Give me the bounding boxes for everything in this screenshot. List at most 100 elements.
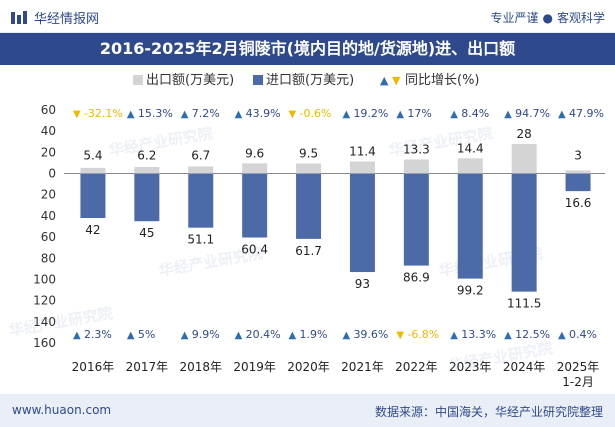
footer-source: 数据来源：中国海关，华经产业研究院整理	[374, 405, 603, 419]
growth-label: 17%	[407, 107, 431, 120]
data-label-export: 5.4	[83, 149, 102, 163]
growth-up-arrow-icon: ▲	[127, 330, 135, 341]
legend-swatch-import	[253, 75, 263, 85]
bar-export	[188, 166, 214, 174]
growth-label: 7.2%	[192, 107, 220, 120]
growth-down-arrow-icon: ▼	[396, 330, 404, 341]
x-tick-label: 2021年	[341, 360, 384, 374]
growth-export: ▲ 15.3%	[127, 107, 173, 120]
growth-up-arrow-icon: ▲	[504, 330, 512, 341]
growth-label: 8.4%	[461, 107, 489, 120]
growth-down-arrow-icon: ▼	[289, 109, 297, 120]
y-tick-label: 40	[41, 124, 56, 138]
growth-label: 1.9%	[300, 328, 328, 341]
growth-up-arrow-icon: ▲	[342, 109, 350, 120]
legend-up-arrow-icon: ▲	[380, 74, 389, 87]
data-label-import: 45	[139, 226, 154, 240]
growth-up-arrow-icon: ▲	[127, 109, 135, 120]
data-label-export: 3	[574, 149, 582, 163]
growth-up-arrow-icon: ▲	[558, 330, 566, 341]
bar-export	[511, 143, 537, 174]
title-bar: 2016-2025年2月铜陵市(境内目的地/货源地)进、出口额	[0, 33, 615, 65]
bar-import	[403, 173, 429, 266]
tagline-right: 客观科学	[556, 11, 605, 25]
data-label-import: 86.9	[403, 271, 430, 285]
bar-import	[80, 173, 106, 219]
bar-export	[349, 161, 375, 174]
bar-import	[242, 173, 268, 238]
bar-export	[403, 159, 429, 174]
x-tick-label: 2022年	[395, 360, 438, 374]
x-tick-label: 2024年	[503, 360, 546, 374]
growth-label: -6.8%	[407, 328, 439, 341]
growth-label: 19.2%	[353, 107, 388, 120]
growth-import: ▲ 1.9%	[289, 328, 328, 341]
bar-export	[457, 158, 483, 174]
growth-up-arrow-icon: ▲	[450, 330, 458, 341]
growth-import: ▲ 5%	[127, 328, 155, 341]
bar-export	[80, 167, 106, 174]
x-axis: 2016年 2017年 2018年 2019年 2020年 2021年 2022年 2023年…	[72, 360, 600, 389]
y-axis: 60 40 20 0 20 40 60 80 100 120 140 160	[33, 103, 605, 350]
y-tick-label: 20	[41, 145, 56, 159]
growth-export: ▲ 47.9%	[558, 107, 604, 120]
growth-import: ▲ 12.5%	[504, 328, 550, 341]
data-label-export: 6.2	[137, 149, 156, 163]
growth-up-arrow-icon: ▲	[450, 109, 458, 120]
legend-item-export: 出口额(万美元)	[133, 73, 234, 88]
y-tick-label: 160	[33, 336, 56, 350]
x-tick-label: 2025年 1-2月	[557, 360, 600, 389]
growth-label: 13.3%	[461, 328, 496, 341]
y-tick-label: 140	[33, 315, 56, 329]
growth-export: ▲ 17%	[396, 107, 431, 120]
data-label-export: 9.6	[245, 146, 264, 160]
brand-logo: 华经情报网	[10, 8, 99, 27]
data-label-export: 11.4	[349, 144, 376, 158]
growth-up-arrow-icon: ▲	[181, 109, 189, 120]
legend-label-import: 进口额(万美元)	[266, 73, 354, 88]
legend-swatch-export	[133, 75, 143, 85]
growth-up-arrow-icon: ▲	[396, 109, 404, 120]
growth-export: ▼ -0.6%	[289, 107, 332, 120]
growth-import: ▲ 9.9%	[181, 328, 220, 341]
bar-import	[349, 173, 375, 273]
growth-import: ▲ 39.6%	[342, 328, 388, 341]
data-label-import: 111.5	[507, 297, 541, 311]
growth-import: ▲ 0.4%	[558, 328, 597, 341]
growth-layer: ▼ -32.1% ▲ 15.3% ▲ 7.2% ▲ 43.9% ▼ -0.6% ▲ 19.2% ▲ 17%…	[73, 107, 604, 341]
footer: www.huaon.com 数据来源：中国海关，华经产业研究院整理	[0, 394, 615, 427]
bar-export	[296, 163, 322, 174]
y-tick-label: 80	[41, 251, 56, 265]
data-label-export: 6.7	[191, 149, 210, 163]
data-label-export: 13.3	[403, 142, 430, 156]
growth-label: 43.9%	[246, 107, 281, 120]
growth-label: -32.1%	[84, 107, 123, 120]
footer-website: www.huaon.com	[12, 403, 112, 417]
growth-label: 20.4%	[246, 328, 281, 341]
growth-export: ▲ 94.7%	[504, 107, 550, 120]
top-bar: 华经情报网 专业严谨 ● 客观科学	[0, 0, 615, 33]
growth-label: 5%	[138, 328, 155, 341]
growth-label: -0.6%	[300, 107, 332, 120]
growth-label: 39.6%	[353, 328, 388, 341]
growth-up-arrow-icon: ▲	[235, 330, 243, 341]
tagline-dot-icon: ●	[542, 11, 553, 25]
growth-up-arrow-icon: ▲	[289, 330, 297, 341]
bar-import	[134, 173, 160, 222]
y-tick-label: 100	[33, 272, 56, 286]
growth-import: ▲ 2.3%	[73, 328, 112, 341]
growth-export: ▲ 7.2%	[181, 107, 220, 120]
growth-label: 15.3%	[138, 107, 173, 120]
bar-import	[457, 173, 483, 279]
bar-import	[565, 173, 591, 192]
bar-export	[134, 166, 160, 174]
y-tick-label: 0	[48, 167, 56, 181]
legend-down-arrow-icon: ▼	[392, 74, 401, 87]
growth-import: ▼ -6.8%	[396, 328, 439, 341]
x-tick-label: 2019年	[233, 360, 276, 374]
y-tick-label: 60	[41, 230, 56, 244]
growth-up-arrow-icon: ▲	[558, 109, 566, 120]
brand-name: 华经情报网	[34, 12, 100, 27]
